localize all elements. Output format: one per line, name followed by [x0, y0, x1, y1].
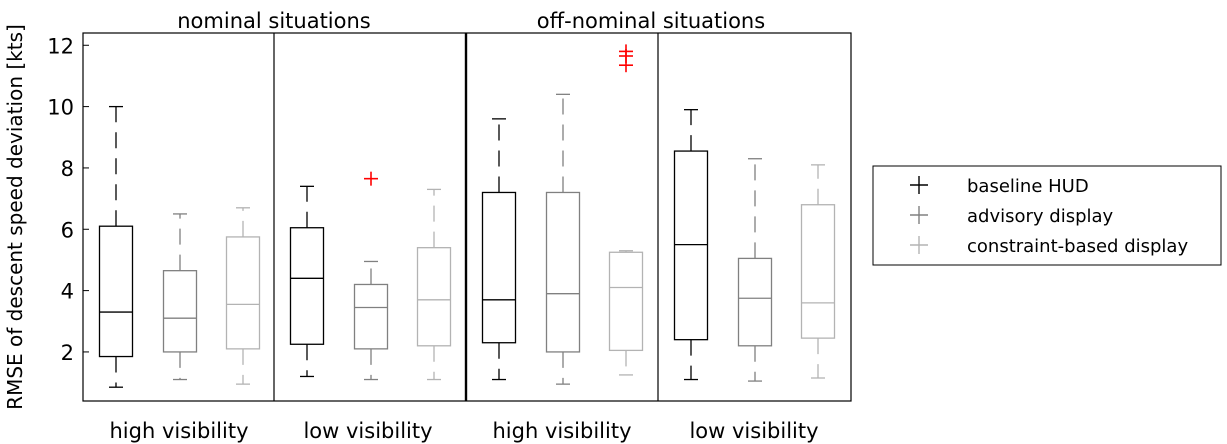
legend-marks	[910, 176, 928, 254]
box-iqr	[162, 270, 198, 353]
box-plot	[481, 118, 517, 381]
box-iqr	[673, 150, 709, 341]
box-iqr	[608, 251, 644, 352]
box-iqr	[481, 191, 517, 344]
legend-marker	[910, 176, 928, 194]
group-title-off-nominal: off-nominal situations	[537, 9, 765, 33]
box-plot	[162, 213, 198, 381]
legend-label: constraint-based display	[967, 236, 1188, 257]
box-iqr	[416, 247, 452, 347]
box-iqr	[289, 227, 325, 345]
y-tick-label: 2	[61, 341, 74, 365]
group-title-nominal: nominal situations	[177, 9, 371, 33]
legend: baseline HUD advisory display constraint…	[872, 165, 1222, 266]
box-plot	[416, 188, 452, 381]
box-plot	[98, 105, 134, 388]
box-plot	[289, 185, 325, 378]
box-iqr	[98, 225, 134, 358]
box-iqr	[545, 191, 581, 353]
box-plot	[353, 171, 389, 381]
y-tick-label: 4	[61, 280, 74, 304]
y-axis-label: RMSE of descent speed deviation [kts]	[3, 24, 27, 410]
legend-label: baseline HUD	[967, 176, 1089, 197]
box-iqr	[737, 257, 773, 347]
legend-label: advisory display	[967, 206, 1114, 227]
panel-label: high visibility	[493, 419, 632, 443]
panel-label: high visibility	[110, 419, 249, 443]
legend-marker	[910, 236, 928, 254]
box-plot	[673, 109, 709, 381]
outlier-marker	[619, 44, 633, 59]
y-tick-label: 8	[61, 157, 74, 181]
y-tick-label: 10	[47, 96, 74, 120]
box-group	[98, 44, 836, 388]
outlier-marker	[364, 171, 378, 186]
legend-frame	[872, 165, 1222, 266]
box-plot	[608, 44, 644, 376]
y-tick-label: 6	[61, 218, 74, 242]
y-tick-label: 12	[47, 34, 74, 58]
box-iqr	[225, 236, 261, 350]
box-plot	[225, 207, 261, 385]
legend-marker	[910, 206, 928, 224]
panel-label: low visibility	[303, 419, 432, 443]
box-iqr	[353, 283, 389, 350]
box-plot	[545, 93, 581, 385]
box-plot	[800, 164, 836, 379]
box-iqr	[800, 204, 836, 339]
y-axis-ticks: 2 4 6 8 10 12	[47, 34, 89, 365]
box-plot	[737, 158, 773, 382]
panel-label: low visibility	[689, 419, 818, 443]
